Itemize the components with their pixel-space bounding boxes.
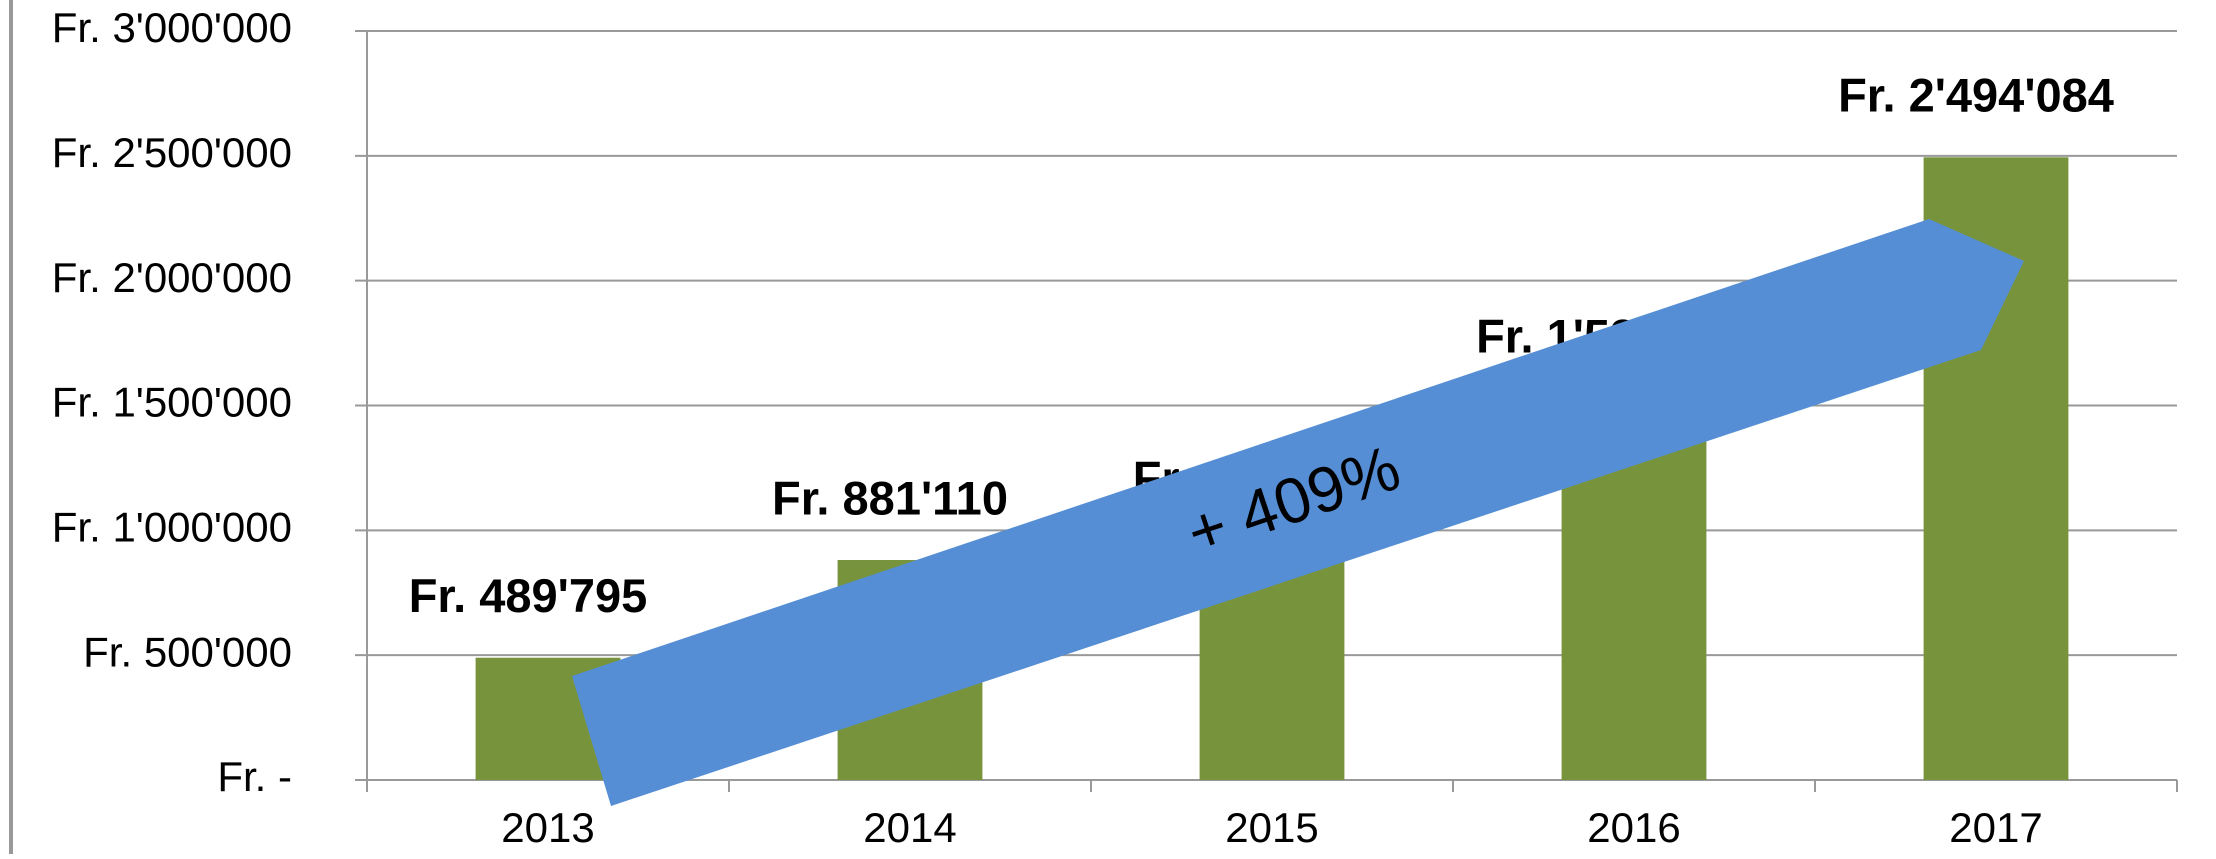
y-tick-label: Fr. 3'000'000 xyxy=(52,4,292,51)
x-tick-label: 2014 xyxy=(863,804,956,851)
x-tick-label: 2013 xyxy=(501,804,594,851)
value-label: Fr. 881'110 xyxy=(772,471,1008,524)
x-tick-label: 2016 xyxy=(1587,804,1680,851)
y-tick-label: Fr. 2'500'000 xyxy=(52,129,292,176)
value-label: Fr. 489'795 xyxy=(409,569,648,622)
y-tick-label: Fr. 2'000'000 xyxy=(52,254,292,301)
y-tick-label: Fr. 1'500'000 xyxy=(52,379,292,426)
y-tick-label: Fr. 500'000 xyxy=(83,628,292,675)
x-tick-label: 2017 xyxy=(1949,804,2042,851)
labels: Fr. - Fr. 500'000 Fr. 1'000'000 Fr. 1'500'0… xyxy=(52,4,2114,851)
growth-arrow xyxy=(572,219,2024,806)
value-label: Fr. 2'494'084 xyxy=(1838,69,2114,122)
y-tick-label: Fr. 1'000'000 xyxy=(52,503,292,550)
y-tick-label: Fr. - xyxy=(217,753,292,800)
x-tick-label: 2015 xyxy=(1225,804,1318,851)
